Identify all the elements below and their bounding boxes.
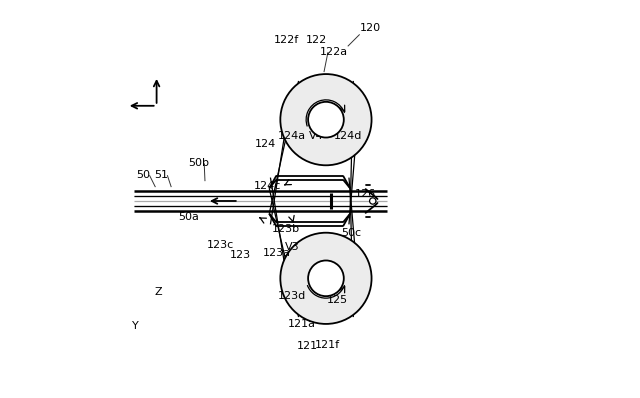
Circle shape [280, 74, 372, 165]
Text: 51: 51 [154, 170, 168, 180]
Text: 124c: 124c [254, 181, 282, 191]
Text: 122f: 122f [274, 35, 299, 45]
Text: 123: 123 [230, 250, 252, 259]
Text: 50c: 50c [341, 228, 361, 238]
Text: 124d: 124d [333, 131, 362, 140]
Text: 123a: 123a [262, 248, 291, 258]
Text: Y: Y [132, 321, 139, 331]
Text: 125: 125 [327, 295, 348, 305]
Text: 50a: 50a [179, 212, 200, 222]
Text: 122: 122 [306, 35, 328, 45]
Text: V3: V3 [285, 242, 300, 252]
Text: 50: 50 [136, 170, 150, 180]
Circle shape [308, 260, 344, 296]
Circle shape [308, 102, 344, 138]
Text: 120: 120 [360, 23, 381, 33]
Text: 123b: 123b [272, 224, 300, 234]
Text: 121a: 121a [288, 319, 316, 329]
Text: 124a: 124a [277, 131, 305, 140]
Text: 123d: 123d [278, 291, 307, 301]
Circle shape [280, 233, 372, 324]
Text: 50b: 50b [189, 158, 209, 168]
Text: Z: Z [154, 287, 162, 297]
Text: 123c: 123c [207, 240, 234, 250]
Text: V4: V4 [308, 131, 323, 140]
Text: 121: 121 [297, 341, 318, 351]
Text: 126: 126 [355, 189, 376, 199]
Text: 122a: 122a [320, 47, 348, 57]
Text: 121f: 121f [315, 340, 340, 350]
Circle shape [369, 198, 376, 204]
Text: 124: 124 [255, 139, 276, 149]
